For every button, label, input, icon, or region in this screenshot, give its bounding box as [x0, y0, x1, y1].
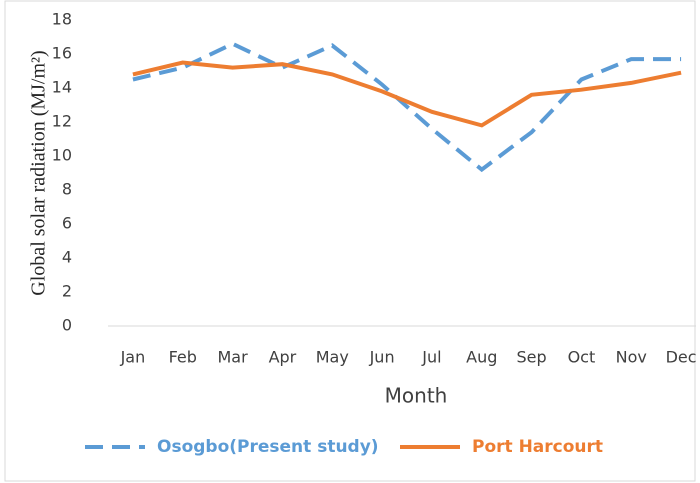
y-tick-label: 2 — [62, 282, 72, 301]
legend-label: Osogbo(Present study) — [157, 437, 379, 457]
x-tick-label: Apr — [269, 348, 297, 367]
x-tick-label: May — [316, 348, 349, 367]
y-tick-label: 0 — [62, 316, 72, 335]
legend-label: Port Harcourt — [472, 437, 603, 457]
y-tick-label: 6 — [62, 214, 72, 233]
x-tick-label: Dec — [666, 348, 697, 367]
y-tick-label: 8 — [62, 180, 72, 199]
y-tick-label: 14 — [52, 78, 72, 97]
x-tick-label: Sep — [517, 348, 547, 367]
x-tick-label: Nov — [616, 348, 647, 367]
chart-border — [4, 0, 696, 482]
y-tick-label: 18 — [52, 10, 72, 29]
x-tick-label: Oct — [568, 348, 596, 367]
series-line — [132, 41, 682, 173]
x-tick-label: Mar — [217, 348, 248, 367]
y-tick-label: 4 — [62, 248, 72, 267]
x-tick-label: Aug — [466, 348, 497, 367]
y-axis-label: Global solar radiation (MJ/m²) — [28, 50, 50, 295]
x-tick-label: Jul — [421, 348, 441, 367]
y-tick-label: 16 — [52, 44, 72, 63]
x-axis-label: Month — [385, 384, 448, 408]
x-tick-label: Feb — [169, 348, 197, 367]
y-tick-label: 12 — [52, 112, 72, 131]
series-line — [132, 60, 682, 128]
x-tick-label: Jun — [369, 348, 395, 367]
y-tick-label: 10 — [52, 146, 72, 165]
x-tick-label: Jan — [120, 348, 146, 367]
